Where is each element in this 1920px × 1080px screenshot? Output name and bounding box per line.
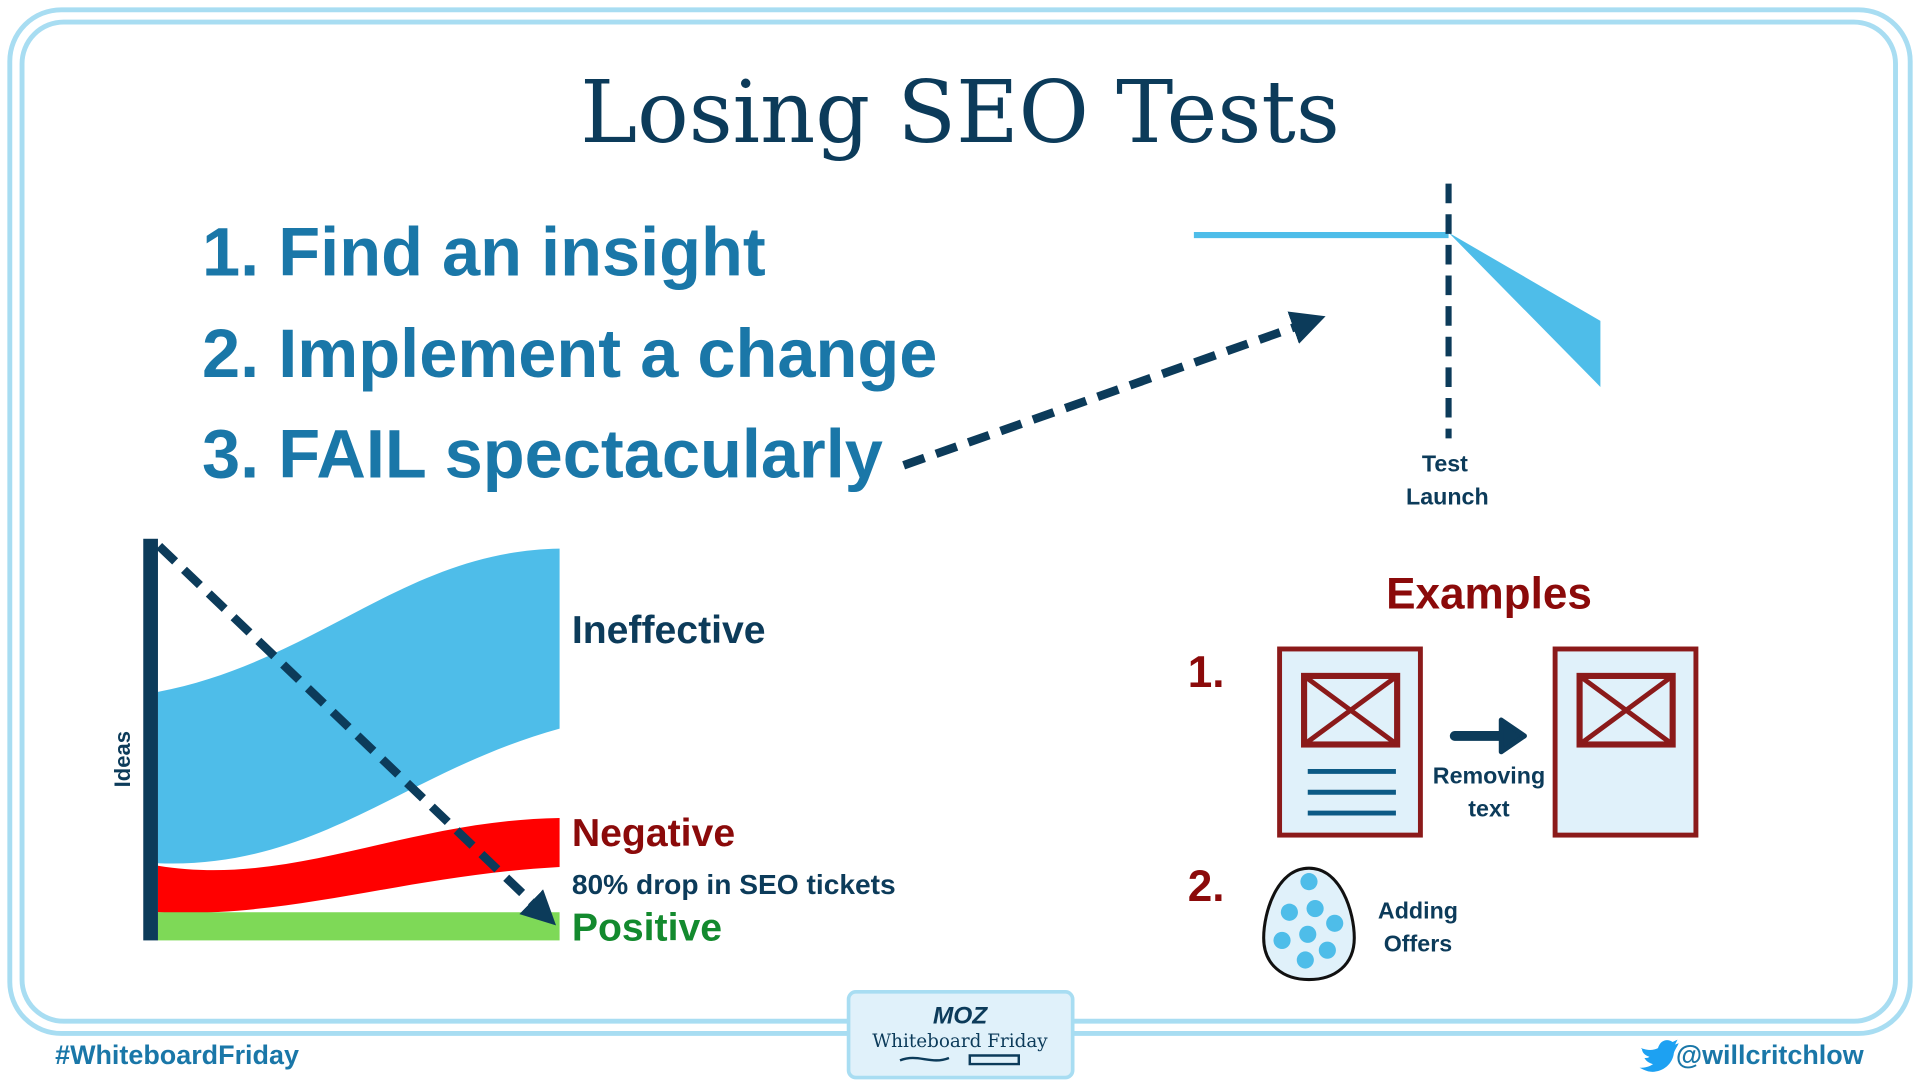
example-1-caption-1: Removing: [1433, 763, 1545, 789]
step-2: 2. Implement a change: [202, 315, 937, 392]
moz-logo: MOZ: [933, 1003, 988, 1030]
ideas-flow-chart: Ideas Ineffective Negative 80% drop in S…: [110, 538, 896, 949]
positive-label: Positive: [572, 906, 722, 949]
example-2-caption-2: Offers: [1384, 930, 1452, 956]
decline-trend: [1448, 232, 1601, 387]
example-1-caption-2: text: [1468, 796, 1510, 822]
drop-annotation: 80% drop in SEO tickets: [572, 869, 896, 900]
launch-label-2: Launch: [1406, 483, 1489, 509]
easter-egg-icon: [1262, 866, 1356, 982]
positive-band: [157, 912, 560, 941]
example-2-number: 2.: [1188, 862, 1225, 911]
ideas-label: Ideas: [110, 731, 135, 787]
marker-icon: [899, 1054, 1020, 1066]
dashed-arrow-to-chart: [902, 311, 1326, 470]
step-1: 1. Find an insight: [202, 214, 766, 291]
arrow-right-icon: [1449, 717, 1527, 755]
ideas-axis: [143, 538, 158, 941]
examples-section: Examples 1. 2. Removing text: [1188, 570, 1699, 982]
twitter-bird-icon: [1639, 1039, 1679, 1072]
page-with-text-icon: [1277, 646, 1423, 838]
page-title: Losing SEO Tests: [580, 63, 1340, 163]
hashtag[interactable]: #WhiteboardFriday: [55, 1040, 299, 1070]
ineffective-label: Ineffective: [572, 609, 766, 652]
page-without-text-icon: [1552, 646, 1699, 838]
examples-heading: Examples: [1386, 570, 1592, 619]
example-1-number: 1.: [1188, 648, 1225, 697]
negative-label: Negative: [572, 812, 735, 855]
ineffective-band: [157, 548, 560, 864]
badge-name: Whiteboard Friday: [872, 1031, 1048, 1052]
step-3: 3. FAIL spectacularly: [202, 416, 883, 493]
dashed-arrow-down: [156, 543, 557, 926]
launch-label-1: Test: [1422, 450, 1468, 476]
test-launch-chart: Test Launch: [1193, 183, 1601, 509]
example-2-caption-1: Adding: [1378, 897, 1458, 923]
negative-band: [157, 817, 560, 913]
moz-whiteboard-friday-badge: MOZ Whiteboard Friday: [846, 990, 1075, 1080]
twitter-handle[interactable]: @willcritchlow: [1676, 1040, 1864, 1070]
